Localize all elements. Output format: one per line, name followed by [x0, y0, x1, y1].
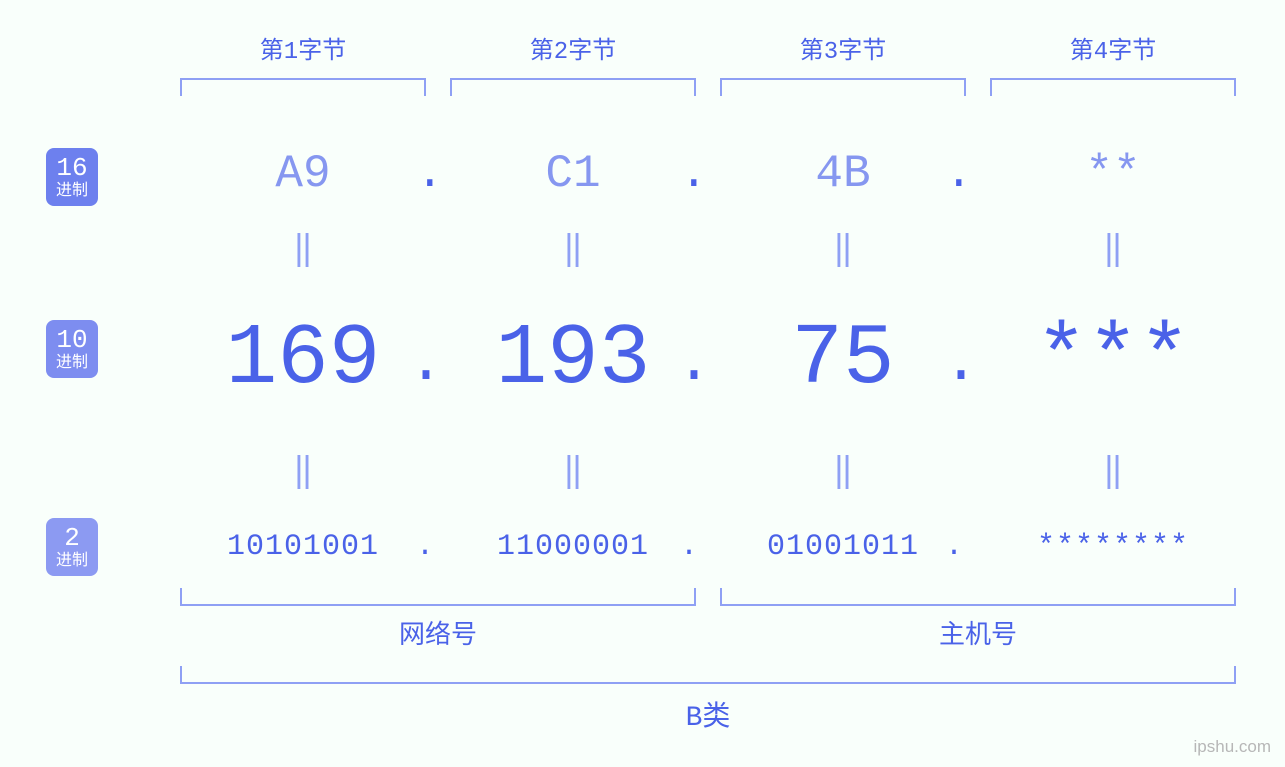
dec-byte-1: 169: [180, 310, 426, 408]
class-bracket: [180, 666, 1236, 684]
badge-dec-text: 进制: [46, 355, 98, 373]
hex-dot-1: .: [416, 148, 444, 200]
eq-decbin-3: ‖: [720, 450, 966, 492]
eq-decbin-2: ‖: [450, 450, 696, 492]
watermark: ipshu.com: [1194, 737, 1271, 757]
hex-dot-2: .: [680, 148, 708, 200]
eq-hexdec-1: ‖: [180, 228, 426, 270]
top-bracket-3: [720, 78, 966, 96]
eq-decbin-1: ‖: [180, 450, 426, 492]
badge-bin: 2 进制: [46, 518, 98, 576]
badge-bin-num: 2: [46, 524, 98, 553]
host-label: 主机号: [720, 614, 1236, 651]
dec-byte-2: 193: [450, 310, 696, 408]
badge-dec-num: 10: [46, 326, 98, 355]
network-label: 网络号: [180, 614, 696, 651]
dec-dot-3: .: [943, 330, 979, 398]
badge-hex-num: 16: [46, 154, 98, 183]
dec-dot-1: .: [408, 330, 444, 398]
eq-hexdec-2: ‖: [450, 228, 696, 270]
bin-byte-1: 10101001: [180, 530, 426, 564]
class-label: B类: [180, 694, 1236, 734]
badge-bin-text: 进制: [46, 553, 98, 571]
dec-byte-3: 75: [720, 310, 966, 408]
network-bracket: [180, 588, 696, 606]
byte-header-1: 第1字节: [180, 30, 426, 66]
dec-dot-2: .: [676, 330, 712, 398]
eq-decbin-4: ‖: [990, 450, 1236, 492]
host-bracket: [720, 588, 1236, 606]
hex-byte-2: C1: [450, 148, 696, 200]
hex-byte-3: 4B: [720, 148, 966, 200]
bin-byte-2: 11000001: [450, 530, 696, 564]
hex-dot-3: .: [945, 148, 973, 200]
bin-byte-4: ********: [990, 530, 1236, 564]
eq-hexdec-3: ‖: [720, 228, 966, 270]
bin-dot-3: .: [945, 530, 963, 564]
top-bracket-2: [450, 78, 696, 96]
eq-hexdec-4: ‖: [990, 228, 1236, 270]
hex-byte-1: A9: [180, 148, 426, 200]
badge-hex-text: 进制: [46, 183, 98, 201]
byte-header-2: 第2字节: [450, 30, 696, 66]
byte-header-4: 第4字节: [990, 30, 1236, 66]
top-bracket-4: [990, 78, 1236, 96]
hex-byte-4: **: [990, 148, 1236, 200]
bin-dot-2: .: [680, 530, 698, 564]
bin-dot-1: .: [416, 530, 434, 564]
byte-header-3: 第3字节: [720, 30, 966, 66]
badge-hex: 16 进制: [46, 148, 98, 206]
badge-dec: 10 进制: [46, 320, 98, 378]
ip-diagram: 16 进制 10 进制 2 进制 第1字节 第2字节 第3字节 第4字节 A9 …: [0, 0, 1285, 767]
dec-byte-4: ***: [990, 310, 1236, 408]
top-bracket-1: [180, 78, 426, 96]
bin-byte-3: 01001011: [720, 530, 966, 564]
